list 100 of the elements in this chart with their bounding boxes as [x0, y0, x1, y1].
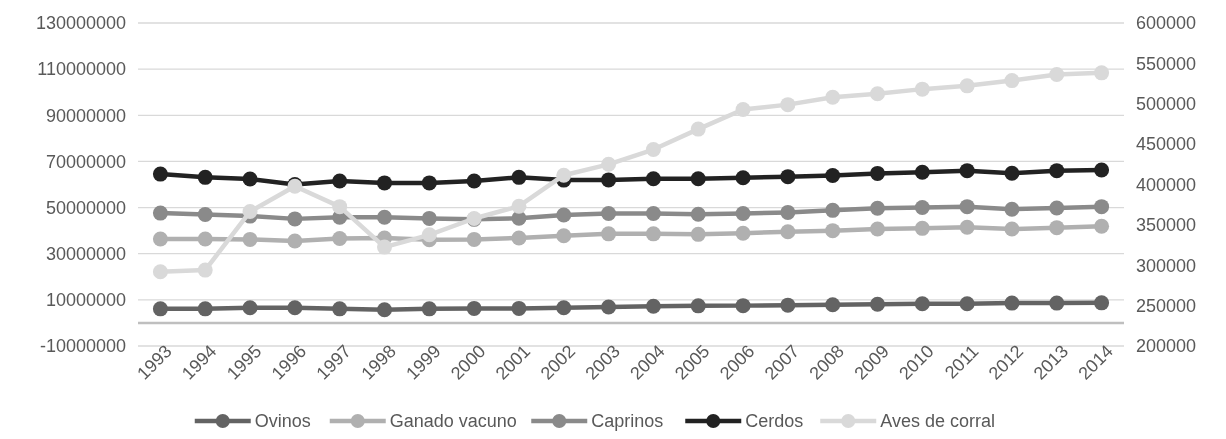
point [1004, 221, 1020, 237]
point [152, 301, 168, 317]
point [870, 86, 885, 102]
point [601, 206, 617, 222]
point [242, 171, 258, 187]
point [377, 209, 392, 225]
point [421, 175, 437, 191]
point [601, 226, 617, 242]
y-tick-label: 130000000 [35, 13, 126, 34]
point [645, 142, 661, 158]
legend-label: Aves de corral [880, 411, 995, 432]
y2-tick-label: 550000 [1136, 53, 1197, 74]
point [1094, 295, 1110, 311]
point [601, 172, 617, 188]
point [690, 121, 706, 137]
legend-label: Ganado vacuno [389, 411, 517, 432]
point [735, 298, 751, 314]
point [377, 175, 392, 191]
y2-tick-label: 500000 [1136, 94, 1197, 115]
point [825, 202, 841, 218]
point [556, 167, 572, 183]
point [556, 207, 572, 223]
point [1049, 163, 1065, 179]
point [780, 224, 796, 240]
y-tick-label: -10000000 [39, 336, 126, 357]
point [870, 200, 885, 216]
point [825, 168, 841, 183]
point [959, 296, 975, 312]
point [287, 211, 303, 227]
point [601, 299, 617, 315]
point [870, 221, 885, 237]
y2-tick-label: 250000 [1136, 295, 1197, 316]
point [152, 264, 168, 280]
point [870, 296, 885, 312]
y-tick-label: 90000000 [45, 105, 126, 126]
point [645, 171, 661, 187]
point [914, 296, 930, 312]
point [332, 199, 348, 215]
point [377, 239, 392, 255]
point [1049, 220, 1065, 236]
point [197, 206, 213, 222]
y-tick-label: 50000000 [45, 197, 126, 218]
point [242, 204, 258, 220]
y2-tick-label: 350000 [1136, 215, 1197, 236]
point [959, 199, 975, 215]
point [1049, 295, 1065, 311]
point [690, 206, 706, 222]
y2-tick-label: 400000 [1136, 174, 1197, 195]
point [735, 225, 751, 241]
point [825, 297, 841, 313]
point [197, 262, 213, 278]
point [690, 171, 706, 187]
point [825, 89, 841, 105]
point [959, 163, 975, 179]
point [1004, 73, 1020, 89]
point [152, 231, 168, 247]
point [914, 81, 930, 97]
point [870, 165, 885, 181]
point [421, 210, 437, 226]
point [466, 231, 482, 247]
point [287, 233, 303, 249]
point [1004, 201, 1020, 217]
point [377, 302, 392, 318]
y-tick-label: 110000000 [37, 59, 126, 80]
point [780, 297, 796, 313]
point [1049, 200, 1065, 216]
legend-label: Cerdos [745, 411, 804, 432]
y-tick-label: 70000000 [45, 151, 126, 172]
point [511, 169, 527, 185]
point [421, 227, 437, 243]
point [1094, 162, 1110, 178]
point [825, 223, 841, 239]
point [511, 198, 527, 214]
point [152, 205, 168, 221]
point [914, 220, 930, 236]
point [197, 301, 213, 317]
point [914, 164, 930, 180]
point [332, 301, 348, 317]
point [735, 170, 751, 186]
point [735, 101, 751, 117]
point [152, 166, 168, 182]
legend-label: Caprinos [591, 411, 664, 432]
point [959, 78, 975, 94]
point [601, 156, 617, 172]
point [1004, 295, 1020, 311]
y2-tick-label: 300000 [1136, 255, 1197, 276]
point [735, 206, 751, 222]
point [332, 173, 348, 189]
point [780, 169, 796, 185]
y2-tick-label: 600000 [1136, 13, 1197, 34]
point [242, 300, 258, 316]
y-tick-label: 30000000 [45, 244, 126, 265]
point [1094, 218, 1110, 234]
point [780, 204, 796, 220]
point [645, 206, 661, 222]
point [1094, 199, 1110, 215]
point [511, 300, 527, 316]
point [690, 298, 706, 314]
point [421, 301, 437, 317]
point [780, 97, 796, 113]
